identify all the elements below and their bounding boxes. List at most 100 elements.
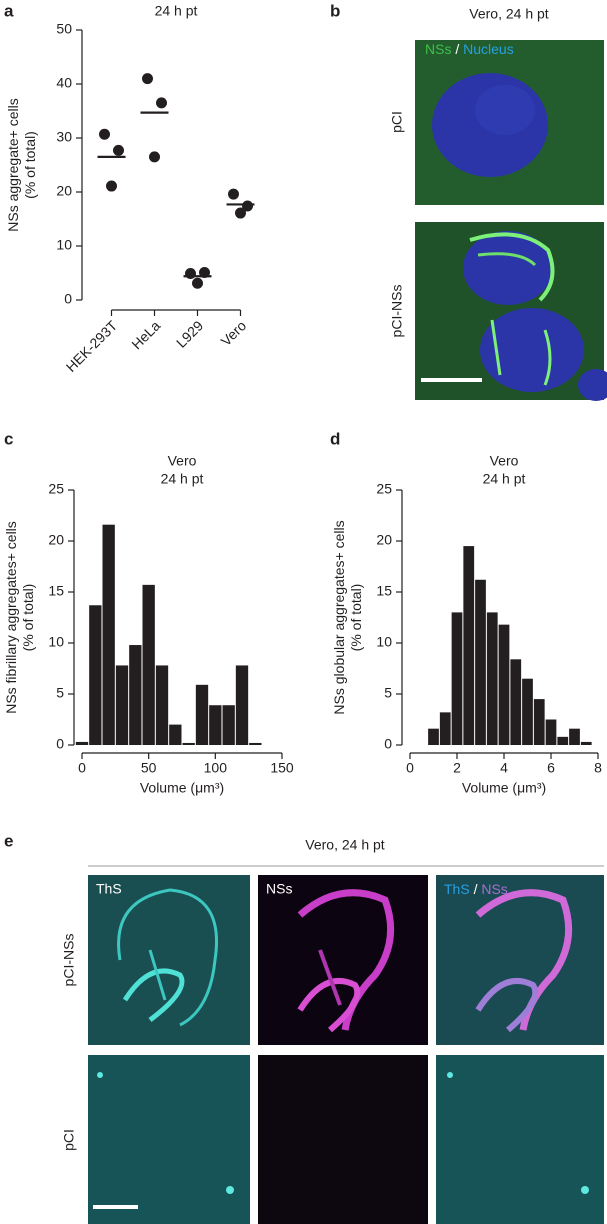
y-tick-label: 15 (376, 583, 392, 599)
y-tick-label: 20 (48, 532, 64, 548)
chart-title: 24 h pt (483, 471, 526, 487)
histogram-bar (235, 665, 249, 745)
micrograph (88, 1055, 250, 1224)
chart-title: 24 h pt (155, 3, 198, 19)
histogram-bar (169, 724, 182, 745)
panel-label: c (4, 429, 13, 448)
panel-title: Vero, 24 h pt (305, 837, 385, 853)
micrograph (436, 1055, 604, 1224)
panel-label: e (4, 831, 13, 850)
data-point (113, 144, 124, 156)
y-tick-label: 0 (384, 736, 392, 752)
histogram-bar (209, 705, 222, 745)
y-axis-label-line: NSs fibrillary aggregates+ cells (3, 521, 19, 714)
y-tick-label: 0 (64, 291, 72, 307)
histogram-bar (428, 728, 439, 745)
micrograph (258, 1055, 428, 1224)
y-tick-label: 10 (48, 634, 64, 650)
histogram-bar (463, 546, 475, 745)
histogram-bar (195, 684, 209, 745)
chart-title: Vero (168, 453, 197, 469)
data-point (235, 207, 246, 219)
separator: / (455, 41, 459, 57)
y-axis-label-line: (% of total) (22, 131, 38, 199)
y-tick-label: 20 (376, 532, 392, 548)
histogram-bar (249, 742, 262, 745)
histogram-bar (75, 741, 89, 745)
histogram-bar (222, 705, 235, 745)
x-tick-label: HeLa (128, 317, 163, 352)
y-tick-label: 25 (376, 481, 392, 497)
channel-label: NSs (425, 41, 451, 57)
panel-title: Vero, 24 h pt (469, 6, 549, 22)
chart-title: 24 h pt (161, 471, 204, 487)
y-tick-label: 20 (56, 183, 72, 199)
y-tick-label: 5 (384, 685, 392, 701)
histogram-bar (142, 584, 155, 745)
channel-label: NSs (481, 881, 507, 897)
histogram-bar (498, 624, 510, 745)
histogram-bar (129, 645, 142, 745)
histogram-bar (89, 605, 102, 745)
micrograph (88, 875, 250, 1045)
histogram-bar (155, 665, 169, 745)
y-tick-label: 25 (48, 481, 64, 497)
histogram-bar (557, 736, 569, 745)
micrograph (415, 40, 604, 205)
y-axis-label: NSs fibrillary aggregates+ cells(% of to… (3, 521, 36, 714)
micrograph (258, 875, 428, 1045)
data-point (228, 188, 239, 200)
channel-label: Nucleus (463, 41, 514, 57)
micrograph (415, 222, 607, 401)
row-label: pCI (389, 111, 405, 133)
x-tick-label: 6 (547, 760, 555, 776)
x-tick-label: 2 (453, 760, 461, 776)
histogram-bar (115, 665, 129, 745)
x-tick-label: 50 (141, 760, 157, 776)
data-point (106, 180, 117, 192)
histogram-bar (486, 612, 498, 745)
y-axis-label-line: NSs globular aggregates+ cells (331, 520, 347, 714)
x-tick-label: 0 (78, 760, 86, 776)
y-tick-label: 10 (376, 634, 392, 650)
chart-title: Vero (490, 453, 519, 469)
y-axis-label-line: (% of total) (348, 584, 364, 652)
data-point (242, 200, 253, 212)
histogram-bar (439, 712, 451, 745)
panel-label: d (330, 429, 340, 448)
histogram-bar (533, 699, 545, 745)
channel-label: ThS (96, 881, 122, 897)
x-tick-label: L929 (173, 317, 206, 350)
histogram-bar (510, 659, 522, 745)
histogram-bar (569, 728, 580, 745)
x-tick-label: Vero (218, 317, 250, 349)
histogram-bar (451, 612, 463, 745)
histogram-bar (580, 741, 592, 745)
y-axis-label: NSs aggregate+ cells(% of total) (5, 98, 38, 231)
y-tick-label: 40 (56, 75, 72, 91)
y-tick-label: 10 (56, 237, 72, 253)
data-point (185, 268, 196, 280)
data-point (192, 277, 203, 289)
y-axis-label: NSs globular aggregates+ cells(% of tota… (331, 520, 364, 714)
row-label: pCI (61, 1129, 77, 1151)
panel-label: b (330, 1, 340, 20)
y-tick-label: 5 (56, 685, 64, 701)
x-axis-label: Volume (μm³) (462, 780, 546, 796)
x-tick-label: 150 (270, 760, 294, 776)
histogram-bar (475, 579, 486, 745)
data-point (99, 128, 110, 140)
data-point (156, 97, 167, 109)
row-label: pCI-NSs (61, 934, 77, 987)
y-tick-label: 0 (56, 736, 64, 752)
y-tick-label: 30 (56, 129, 72, 145)
histogram-bar (522, 678, 533, 745)
histogram-bar (102, 524, 115, 745)
y-axis-label-line: (% of total) (20, 584, 36, 652)
channel-label: ThS (444, 881, 470, 897)
x-tick-label: 0 (406, 760, 414, 776)
x-tick-label: 4 (500, 760, 508, 776)
separator: / (474, 881, 478, 897)
histogram-bar (545, 719, 557, 745)
